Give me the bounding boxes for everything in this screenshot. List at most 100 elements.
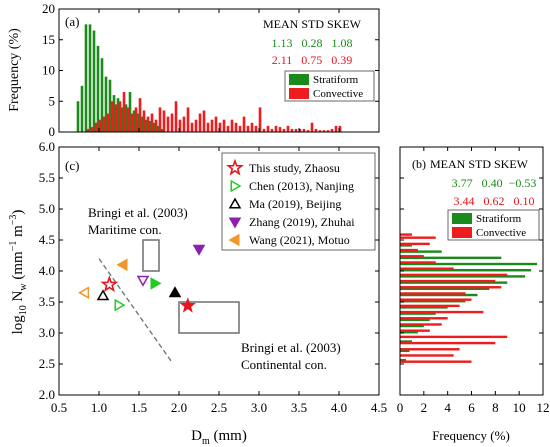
bar-a-convective (330, 128, 334, 132)
bar-a-stratiform (120, 107, 124, 132)
bar-a-convective (118, 101, 122, 132)
bar-a-convective (194, 119, 198, 132)
bar-a-convective (102, 116, 106, 132)
ylabel-unit: (mm (10, 251, 26, 283)
c-ytick-label: 3.5 (39, 294, 55, 309)
c-xtick-label: 1.5 (131, 400, 147, 415)
point-tri-right-filled (150, 277, 162, 290)
bar-a-convective (254, 125, 258, 132)
b-xtick-label: 4 (444, 400, 451, 415)
c-xtick-label: 3.0 (251, 400, 267, 415)
bar-a-convective (238, 125, 242, 132)
c-xtick-label: 2.0 (171, 400, 187, 415)
panel-a-yticks: 0 5 10 15 20 (42, 1, 379, 139)
c-ytick-label: 2.5 (39, 356, 55, 371)
ylabel-sub2: w (18, 283, 29, 291)
panel-b-yticks (400, 146, 543, 396)
panel-b-xlabel: Frequency (%) (432, 428, 510, 443)
panel-c-xlabel: Dm (mm) (191, 428, 247, 447)
bar-a-convective (178, 119, 182, 132)
ylabel-sup2: −3 (8, 215, 19, 226)
panel-a-legend: Stratiform Convective (284, 70, 375, 102)
panel-c-annotations (98, 239, 240, 362)
c-ytick-label: 4.0 (39, 263, 55, 278)
bar-b-convective (400, 329, 430, 332)
bar-a-convective (302, 128, 306, 132)
panel-a-stats-convective: 2.11 0.75 0.39 (272, 53, 353, 67)
a-ytick-label: 15 (42, 32, 55, 47)
bar-b-stratiform (400, 275, 526, 278)
legend-marker-tri-right (230, 179, 242, 193)
bar-b-convective (400, 242, 430, 246)
bar-a-stratiform (124, 104, 128, 132)
c-ytick-label: 6.0 (39, 139, 55, 154)
bar-b-stratiform (400, 340, 412, 343)
bar-a-convective (142, 110, 146, 132)
bar-a-convective (138, 98, 142, 132)
bar-a-stratiform (152, 122, 156, 132)
bar-a-convective (250, 122, 254, 132)
bar-a-convective (106, 113, 110, 132)
b-xtick-label: 8 (492, 400, 499, 415)
legend-this-study: This study, Zhaosu (249, 161, 340, 175)
bar-a-convective (202, 110, 206, 132)
legend-marker-tri-down (228, 217, 242, 229)
bar-a-stratiform (148, 120, 152, 132)
ylabel-log: log (10, 315, 26, 335)
panel-b-xticks: 0 2 4 6 8 10 12 (397, 147, 550, 415)
bar-b-stratiform (400, 306, 448, 309)
panel-c-points (78, 244, 206, 313)
bar-a-convective (130, 113, 134, 132)
point-tri-down (192, 244, 206, 256)
bar-a-stratiform (84, 24, 88, 132)
c-xtick-label: 3.5 (291, 400, 307, 415)
bar-a-stratiform (132, 110, 136, 132)
b-xtick-label: 0 (397, 400, 404, 415)
bar-a-convective (198, 113, 202, 132)
bar-a-stratiform (108, 79, 112, 132)
bar-a-convective (290, 128, 294, 132)
panel-c-ylabel: log10 Nw (mm−1 m−3) (8, 210, 29, 335)
bar-b-convective (400, 335, 508, 339)
legend-swatch-stratiform (289, 74, 309, 85)
bar-a-convective (170, 113, 174, 132)
panel-b-legend-convective: Convective (476, 227, 526, 239)
bar-a-convective (214, 116, 218, 132)
bar-a-convective (94, 122, 98, 132)
legend-ma: Ma (2019), Beijing (249, 197, 341, 211)
bar-a-convective (166, 116, 170, 132)
bar-b-convective (400, 304, 460, 308)
bar-a-convective (226, 125, 230, 132)
bar-a-convective (294, 128, 298, 132)
bar-a-stratiform (116, 98, 120, 132)
panel-c-yticks: 2.0 2.5 3.0 3.5 4.0 4.5 5.0 5.5 6.0 (39, 139, 379, 402)
continental-box (178, 301, 240, 334)
point-star-filled (179, 297, 196, 313)
bar-a-convective (186, 107, 190, 132)
bar-b-convective (400, 341, 496, 345)
bar-a-stratiform (100, 58, 104, 133)
bar-a-convective (230, 119, 234, 132)
bar-b-convective (400, 255, 424, 258)
bar-a-convective (270, 128, 274, 132)
panel-b-stats-header: MEAN STD SKEW (430, 157, 529, 171)
point-tri-up (96, 289, 110, 301)
panel-c-label: (c) (65, 158, 79, 173)
bar-a-stratiform (80, 85, 84, 132)
separation-dashed-line (98, 258, 172, 362)
panel-c: 2.02.53.03.54.04.55.05.56.0 0.5 1.0 1.5 2.0… (8, 139, 387, 447)
ylabel-end: ) (10, 210, 26, 215)
bar-b-stratiform (400, 318, 430, 322)
bar-b-convective (400, 273, 508, 277)
bar-a-convective (334, 125, 338, 132)
bar-a-convective (326, 130, 330, 132)
bar-b-stratiform (400, 281, 508, 284)
bar-a-convective (122, 92, 126, 132)
bar-a-convective (154, 119, 158, 132)
panel-b-bars (400, 233, 538, 363)
bar-b-stratiform (400, 244, 412, 247)
ylabel-sub: 10 (18, 305, 29, 315)
xlabel-sub: m (202, 436, 210, 447)
c-ytick-label: 5.5 (39, 170, 55, 185)
bar-a-stratiform (92, 30, 96, 132)
